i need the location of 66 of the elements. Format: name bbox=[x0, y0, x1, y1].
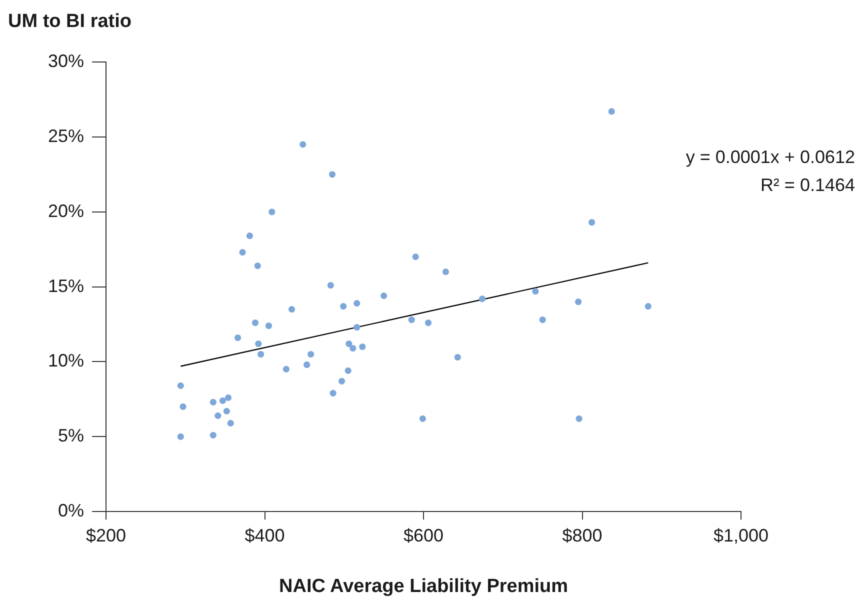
point bbox=[644, 302, 652, 310]
point bbox=[227, 420, 234, 426]
x-tick-label: $400 bbox=[244, 525, 285, 546]
point bbox=[254, 262, 261, 270]
y-tick-label: 20% bbox=[48, 200, 84, 221]
x-tick-label: $1,000 bbox=[713, 525, 769, 546]
point bbox=[576, 415, 582, 422]
point bbox=[380, 292, 388, 300]
point bbox=[412, 254, 419, 260]
point bbox=[350, 344, 356, 352]
point bbox=[588, 219, 596, 226]
point bbox=[210, 398, 216, 406]
point bbox=[330, 390, 336, 397]
point bbox=[258, 350, 264, 358]
point bbox=[255, 340, 262, 348]
y-tick-label: 25% bbox=[48, 126, 84, 146]
y-tick-label: 0% bbox=[58, 500, 84, 521]
y-tick-label: 5% bbox=[58, 426, 84, 446]
point bbox=[219, 397, 226, 404]
y-tick-label: 10% bbox=[48, 350, 84, 371]
point bbox=[340, 302, 347, 310]
y-tick-label: 30% bbox=[48, 50, 84, 71]
point bbox=[252, 319, 259, 326]
point bbox=[308, 350, 314, 358]
point bbox=[282, 366, 290, 373]
point bbox=[424, 319, 432, 326]
point bbox=[359, 343, 366, 350]
x-tick-label: $200 bbox=[86, 525, 126, 546]
point bbox=[344, 367, 352, 374]
point bbox=[354, 324, 360, 331]
point bbox=[478, 295, 486, 302]
point bbox=[454, 354, 461, 361]
point bbox=[268, 208, 276, 216]
point bbox=[180, 403, 186, 410]
point bbox=[304, 361, 310, 368]
point bbox=[539, 316, 546, 324]
point bbox=[608, 108, 615, 115]
point bbox=[327, 282, 334, 289]
x-tick-label: $600 bbox=[403, 525, 444, 546]
point bbox=[224, 394, 232, 401]
point bbox=[338, 378, 346, 385]
point bbox=[234, 334, 242, 342]
point bbox=[328, 171, 336, 178]
point bbox=[288, 306, 296, 313]
x-tick-label: $800 bbox=[562, 525, 602, 546]
point bbox=[177, 382, 184, 390]
annotation: y = 0.0001x + 0.0612 bbox=[686, 146, 855, 167]
y-tick-label: 15% bbox=[48, 276, 84, 296]
x-axis-title: NAIC Average Liability Premium bbox=[279, 576, 568, 597]
point bbox=[442, 268, 450, 276]
point bbox=[300, 141, 306, 148]
point bbox=[214, 412, 222, 419]
point bbox=[419, 415, 426, 422]
point bbox=[408, 316, 415, 324]
point bbox=[574, 298, 582, 306]
point bbox=[210, 432, 216, 438]
y-axis-title: UM to BI ratio bbox=[8, 11, 132, 32]
point bbox=[177, 433, 184, 440]
point bbox=[354, 300, 360, 307]
text: R² = 0.1464 bbox=[760, 174, 855, 195]
point bbox=[265, 322, 272, 330]
point bbox=[246, 232, 253, 240]
point bbox=[346, 340, 352, 348]
point bbox=[239, 249, 246, 256]
point bbox=[532, 288, 539, 295]
point bbox=[223, 408, 230, 414]
